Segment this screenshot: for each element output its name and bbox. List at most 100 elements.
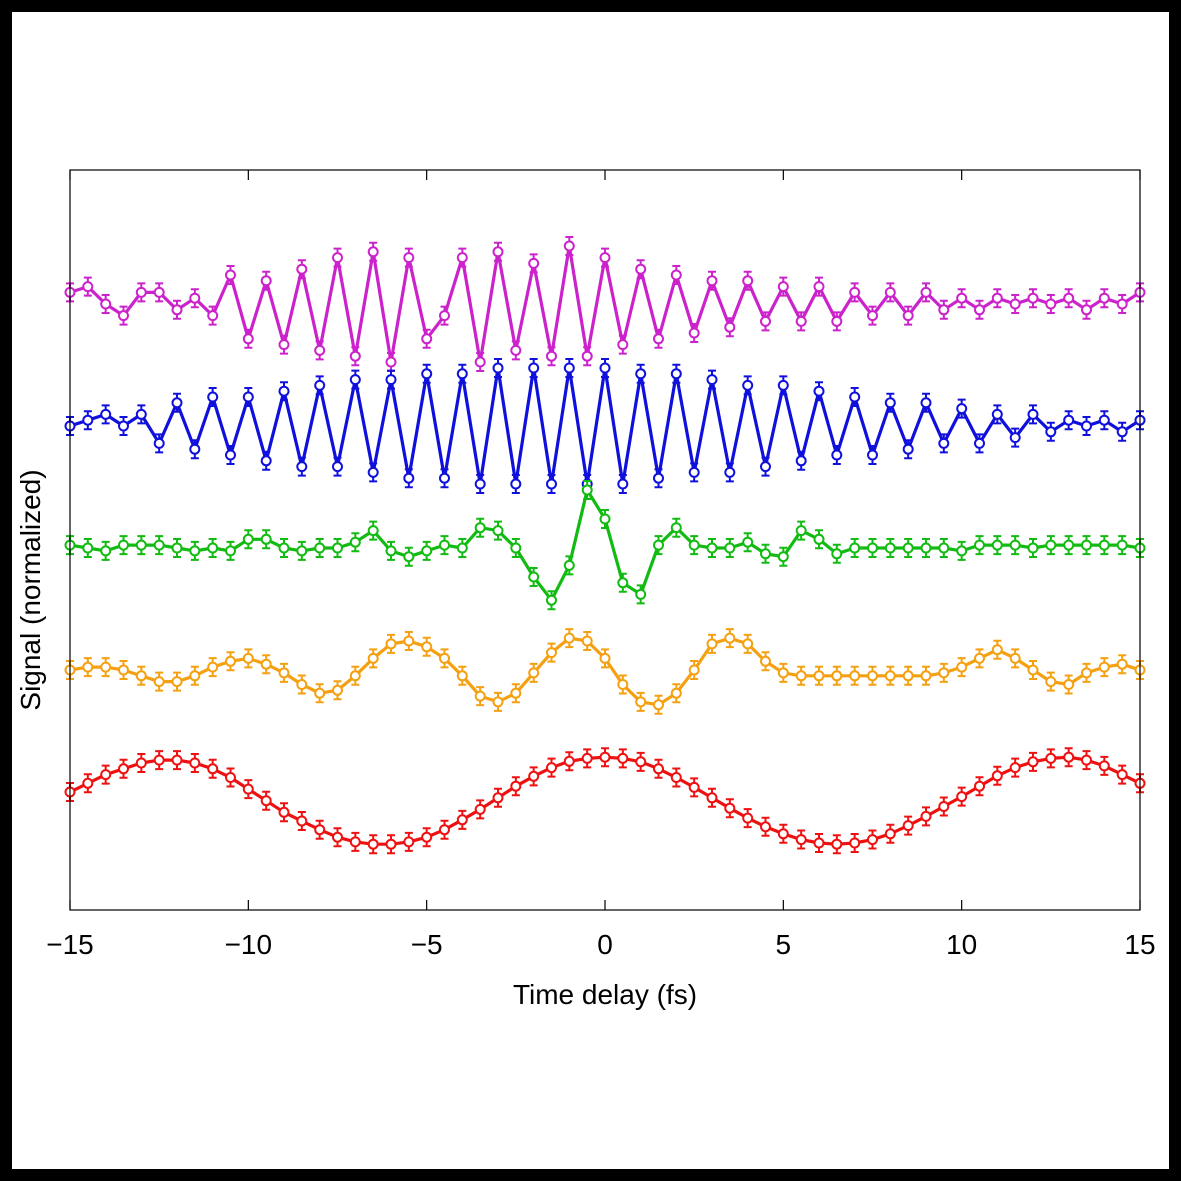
data-point	[884, 542, 896, 554]
data-point	[670, 368, 682, 380]
data-point	[171, 542, 183, 554]
data-point	[349, 670, 361, 682]
data-point	[1027, 664, 1039, 676]
data-point	[82, 661, 94, 673]
data-point	[82, 542, 94, 554]
series-0	[64, 236, 1146, 372]
data-point	[938, 304, 950, 316]
data-point	[867, 670, 878, 682]
data-point	[777, 828, 789, 840]
data-point	[724, 542, 736, 554]
x-tick-label: −10	[225, 929, 273, 960]
data-point	[492, 362, 504, 374]
data-point	[902, 542, 914, 554]
data-point	[349, 350, 361, 362]
data-point	[581, 350, 593, 362]
data-point	[260, 533, 272, 545]
data-point	[831, 670, 843, 682]
data-point	[332, 684, 343, 696]
data-point	[260, 658, 272, 670]
data-point	[831, 449, 843, 461]
data-point	[385, 374, 397, 386]
data-point	[385, 638, 397, 650]
data-point	[510, 542, 522, 554]
data-point	[777, 667, 789, 679]
data-point	[563, 559, 575, 571]
data-point	[225, 772, 236, 783]
data-point	[670, 772, 682, 783]
data-point	[974, 780, 985, 792]
data-point	[189, 670, 201, 682]
data-point	[100, 545, 112, 557]
data-point	[100, 408, 112, 420]
data-point	[456, 252, 468, 264]
data-point	[385, 356, 397, 368]
data-point	[492, 525, 504, 537]
data-point	[474, 478, 486, 490]
data-point	[813, 281, 825, 293]
data-point	[617, 478, 629, 490]
data-point	[653, 472, 664, 484]
data-point	[1116, 298, 1128, 310]
data-point	[153, 676, 165, 688]
data-point	[653, 333, 664, 345]
x-tick-label: 15	[1124, 929, 1155, 960]
data-point	[153, 437, 165, 449]
data-point	[1027, 756, 1039, 768]
data-point	[242, 533, 254, 545]
data-point	[439, 652, 450, 664]
data-point	[421, 368, 433, 380]
data-point	[82, 777, 94, 789]
data-point	[332, 252, 343, 264]
data-point	[367, 838, 379, 850]
data-point	[474, 690, 486, 702]
series-3	[64, 628, 1146, 715]
data-point	[1027, 408, 1039, 420]
plot-layer	[64, 236, 1146, 855]
data-point	[653, 763, 664, 775]
data-point	[760, 548, 771, 560]
data-point	[118, 420, 129, 432]
data-point	[777, 281, 789, 293]
data-point	[599, 751, 611, 763]
data-point	[403, 252, 415, 264]
data-point	[207, 661, 219, 673]
line-chart: −15 −10 −5 0 5 10 15 Time delay (fs) Signal (n…	[15, 169, 1156, 1010]
data-point	[956, 661, 968, 673]
data-point	[171, 754, 183, 766]
data-point	[474, 522, 486, 534]
data-point	[938, 437, 950, 449]
data-point	[439, 539, 450, 551]
series-1	[64, 358, 1146, 494]
x-tick-label: −5	[411, 929, 443, 960]
data-point	[724, 466, 736, 478]
data-point	[795, 315, 807, 327]
data-point	[1063, 539, 1075, 551]
y-axis-title: Signal (normalized)	[15, 469, 46, 710]
data-point	[617, 339, 629, 351]
data-point	[1116, 426, 1128, 438]
data-point	[1009, 762, 1021, 774]
data-point	[207, 763, 219, 775]
data-point	[724, 802, 736, 814]
data-point	[706, 792, 718, 804]
data-point	[135, 539, 147, 551]
data-point	[153, 754, 165, 766]
data-point	[1009, 432, 1021, 444]
data-point	[153, 286, 165, 298]
data-point	[546, 647, 557, 659]
data-point	[1045, 426, 1057, 438]
data-point	[456, 368, 468, 380]
data-point	[135, 286, 147, 298]
data-point	[421, 831, 433, 843]
x-axis: −15 −10 −5 0 5 10 15	[46, 170, 1156, 960]
data-point	[956, 403, 968, 415]
data-point	[617, 679, 629, 690]
data-point	[492, 246, 504, 258]
data-point	[1098, 661, 1110, 673]
data-point	[1009, 652, 1021, 664]
data-point	[849, 391, 861, 403]
data-point	[991, 644, 1003, 656]
data-point	[242, 333, 254, 345]
data-point	[581, 484, 593, 496]
